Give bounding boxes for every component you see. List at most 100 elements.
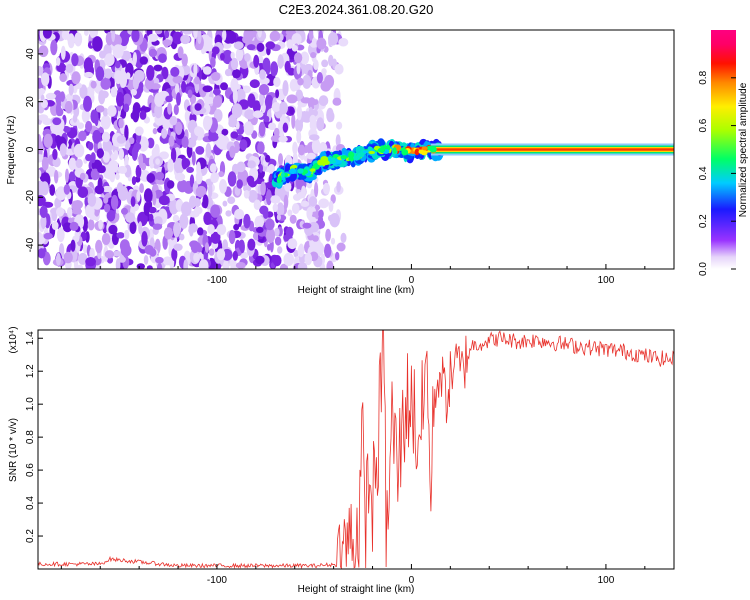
spectrogram-cell [248,189,258,203]
colorbar-tick-label: 0.6 [698,118,709,132]
spectrogram-cell [232,250,238,261]
spectrogram-cell [324,243,332,258]
spectrogram-cell [161,66,169,80]
spectrogram-cell [121,207,128,215]
spectrogram-cell [167,158,174,173]
spectrogram-cell [65,63,74,73]
ridge-core [290,164,298,169]
spectrogram-cell [276,214,281,221]
spectrogram-cell [147,137,155,149]
spectrogram-cell [83,95,92,112]
spectrogram-cell [233,223,240,231]
spectrogram-cell [286,39,294,49]
spectrogram-cell [144,245,154,255]
spectrogram-cell [153,216,163,226]
spectrogram-cell [95,239,103,254]
y-tick-label: -40 [25,237,36,252]
spectrogram-cell [220,53,225,61]
spectrogram-cell [300,200,310,207]
spectrogram-cell [277,246,283,254]
spectrogram-cell [335,134,341,148]
spectrogram-cell [257,30,262,38]
spectrogram-cell [52,148,58,160]
spectrogram-cell [316,117,325,132]
spectrogram-cell [63,251,73,264]
spectrogram-cell [172,75,183,84]
spectrogram-cell [237,90,246,101]
spectrogram-cell [52,117,62,126]
spectrogram-cell [196,161,202,177]
spectrogram-cell [265,41,276,50]
spectrogram-cell [94,185,105,195]
spectrogram-cell [101,131,111,143]
spectrogram-ylabel: Frequency (Hz) [6,116,17,185]
spectrogram-cell [222,239,229,252]
spectrogram-cell [146,265,153,269]
spectrogram-cell [56,207,65,217]
spectrogram-cell [229,145,236,158]
spectrogram-cell [90,152,96,164]
spectrogram-cell [336,242,346,252]
spectrogram-cell [101,185,113,193]
spectrogram-cell [325,228,331,242]
spectrogram-cell [70,239,76,252]
spectrogram-cell [172,214,180,222]
spectrogram-cell [76,264,84,269]
spectrogram-cell [170,66,180,77]
spectrogram-cell [230,259,238,269]
spectrogram-cell [291,33,302,46]
spectrogram-cell [316,72,323,84]
spectrogram-cell [150,83,161,90]
spectrogram-cell [283,194,289,209]
spectrogram-cell [308,196,318,207]
spectrogram-cell [274,236,282,246]
spectrogram-cell [148,213,154,222]
spectrogram-cell [61,30,70,40]
spectrogram-cell [291,203,300,215]
spectrogram-cell [155,30,163,35]
spectrogram-cell [276,202,285,218]
spectrogram-cell [243,121,254,136]
spectrogram-cell [159,151,169,160]
spectrogram-cell [118,118,124,129]
spectrogram-cell [68,83,74,96]
spectrogram-cell [75,158,83,169]
spectrogram-cell [59,91,65,102]
spectrogram-cell [85,257,96,267]
ridge-core [367,146,372,153]
spectrogram-cell [43,133,53,148]
spectrogram-cell [152,223,163,230]
spectrogram-cell [54,169,59,184]
spectrogram-cell [301,185,306,199]
spectrogram-cell [177,179,188,193]
spectrogram-cell [236,179,243,189]
spectrogram-cell [335,251,340,261]
ridge-core [377,147,386,153]
spectrogram-cell [65,168,69,183]
spectrogram-cell [59,73,67,83]
snr-line [38,330,674,569]
spectrogram-cell [39,205,48,218]
spectrogram-cell [95,105,105,113]
ridge-core [363,150,370,154]
spectrogram-cell [124,229,130,240]
spectrogram-cell [78,130,87,142]
spectrogram-cell [45,92,57,100]
spectrogram-cell [300,51,310,65]
spectrogram-cell [82,244,88,254]
spectrogram-cell [285,30,297,36]
spectrogram-cell [252,110,264,118]
spectrogram-cell [181,157,188,170]
spectrogram-cell [286,94,298,104]
y-tick-label: 0.4 [25,496,36,510]
ridge-core [281,172,285,178]
spectrogram-cell [278,153,283,166]
spectrogram-cell [131,176,137,186]
spectrogram-cell [74,32,83,47]
spectrogram-cell [204,96,215,104]
spectrogram-cell [304,252,313,266]
spectrogram-cell [136,190,141,202]
spectrogram-cell [318,209,324,219]
spectrogram-cell [195,185,207,198]
spectrogram-cell [40,213,47,230]
